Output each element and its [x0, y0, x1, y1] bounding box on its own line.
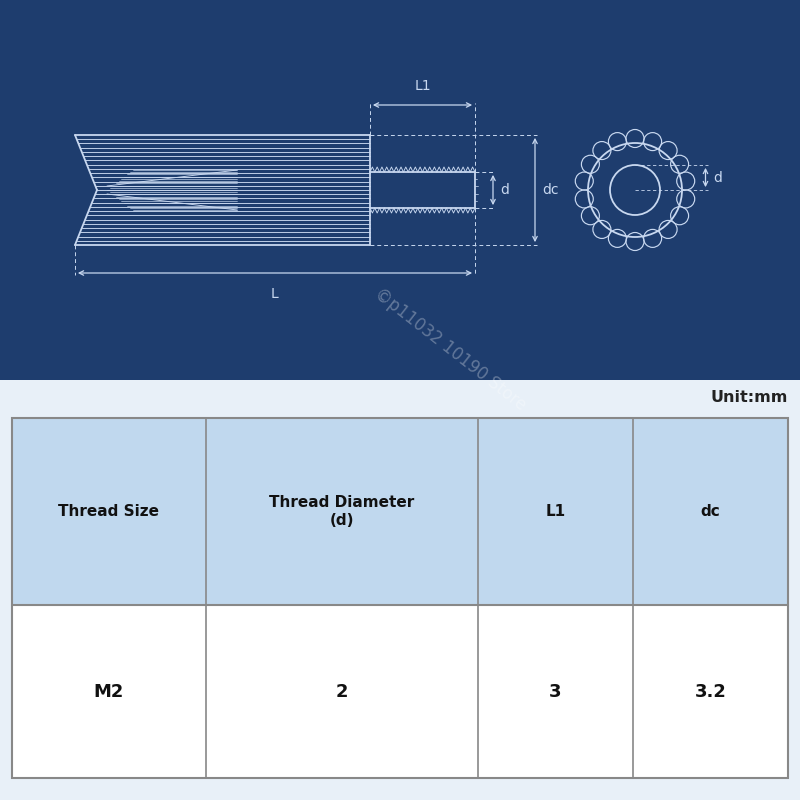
- Text: 2: 2: [335, 682, 348, 701]
- Text: M2: M2: [94, 682, 124, 701]
- Text: dc: dc: [542, 183, 558, 197]
- Text: dc: dc: [701, 504, 720, 519]
- Text: L1: L1: [545, 504, 566, 519]
- Text: Thread Size: Thread Size: [58, 504, 159, 519]
- Bar: [0, 380, 800, 800]
- Text: d: d: [500, 183, 509, 197]
- Text: L1: L1: [414, 79, 431, 93]
- Text: Unit:mm: Unit:mm: [710, 390, 788, 406]
- Text: L: L: [271, 287, 279, 301]
- Text: d: d: [714, 170, 722, 185]
- Bar: [12, 418, 788, 778]
- Text: 3: 3: [549, 682, 562, 701]
- Text: Thread Diameter
(d): Thread Diameter (d): [269, 495, 414, 528]
- Text: 3.2: 3.2: [694, 682, 726, 701]
- Bar: [12, 605, 788, 778]
- Bar: [12, 418, 788, 605]
- Text: ©p11032 10190 Store: ©p11032 10190 Store: [370, 286, 530, 414]
- Bar: [0, 0, 800, 380]
